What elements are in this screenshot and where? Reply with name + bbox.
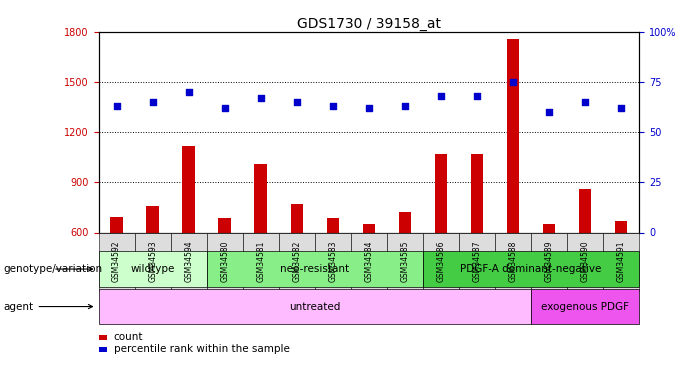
Text: GSM34584: GSM34584 — [364, 241, 373, 282]
Text: GSM34586: GSM34586 — [437, 241, 445, 282]
Bar — [99, 347, 107, 352]
Bar — [351, 232, 387, 291]
Bar — [99, 251, 207, 287]
Point — [507, 79, 518, 85]
Bar — [459, 232, 495, 291]
Bar — [135, 232, 171, 291]
Bar — [99, 289, 531, 324]
Bar — [423, 251, 639, 287]
Text: GSM34580: GSM34580 — [220, 241, 229, 282]
Text: GSM34591: GSM34591 — [617, 241, 626, 282]
Point — [544, 109, 555, 115]
Bar — [543, 224, 556, 232]
Bar — [615, 221, 628, 232]
Text: genotype/variation: genotype/variation — [3, 264, 103, 274]
Bar — [387, 232, 423, 291]
Bar — [99, 232, 135, 291]
Point — [400, 103, 411, 109]
Bar — [171, 232, 207, 291]
Point — [615, 105, 626, 111]
Point — [472, 93, 483, 99]
Text: GSM34592: GSM34592 — [112, 241, 121, 282]
Bar — [99, 335, 107, 340]
Text: GSM34593: GSM34593 — [148, 241, 157, 282]
Bar — [435, 154, 447, 232]
Bar — [146, 206, 159, 232]
Point — [183, 89, 194, 95]
Bar — [495, 232, 531, 291]
Point — [219, 105, 230, 111]
Bar — [398, 212, 411, 232]
Text: neo-resistant: neo-resistant — [280, 264, 350, 274]
Point — [147, 99, 158, 105]
Text: GSM34589: GSM34589 — [545, 241, 554, 282]
Bar — [182, 146, 195, 232]
Text: GSM34590: GSM34590 — [581, 241, 590, 282]
Bar — [507, 39, 520, 232]
Text: count: count — [114, 333, 143, 342]
Bar — [207, 251, 423, 287]
Bar — [531, 232, 567, 291]
Text: PDGF-A dominant-negative: PDGF-A dominant-negative — [460, 264, 602, 274]
Text: GSM34587: GSM34587 — [473, 241, 481, 282]
Bar — [243, 232, 279, 291]
Bar — [315, 232, 351, 291]
Text: percentile rank within the sample: percentile rank within the sample — [114, 345, 290, 354]
Text: GSM34581: GSM34581 — [256, 241, 265, 282]
Text: GSM34585: GSM34585 — [401, 241, 409, 282]
Point — [111, 103, 122, 109]
Bar — [423, 232, 459, 291]
Text: GSM34594: GSM34594 — [184, 241, 193, 282]
Bar — [290, 204, 303, 232]
Bar — [207, 232, 243, 291]
Text: GSM34588: GSM34588 — [509, 241, 517, 282]
Point — [328, 103, 339, 109]
Text: untreated: untreated — [289, 302, 341, 312]
Point — [435, 93, 446, 99]
Bar — [471, 154, 483, 232]
Bar — [218, 218, 231, 232]
Point — [363, 105, 374, 111]
Text: exogenous PDGF: exogenous PDGF — [541, 302, 629, 312]
Text: wildtype: wildtype — [131, 264, 175, 274]
Text: GSM34582: GSM34582 — [292, 241, 301, 282]
Bar — [567, 232, 603, 291]
Bar — [254, 164, 267, 232]
Bar — [579, 189, 592, 232]
Bar — [110, 217, 123, 232]
Title: GDS1730 / 39158_at: GDS1730 / 39158_at — [297, 17, 441, 31]
Bar — [603, 232, 639, 291]
Text: GSM34583: GSM34583 — [328, 241, 337, 282]
Bar — [279, 232, 315, 291]
Point — [579, 99, 590, 105]
Bar — [362, 224, 375, 232]
Bar — [326, 218, 339, 232]
Text: agent: agent — [3, 302, 92, 312]
Point — [255, 95, 266, 101]
Bar — [531, 289, 639, 324]
Point — [291, 99, 302, 105]
